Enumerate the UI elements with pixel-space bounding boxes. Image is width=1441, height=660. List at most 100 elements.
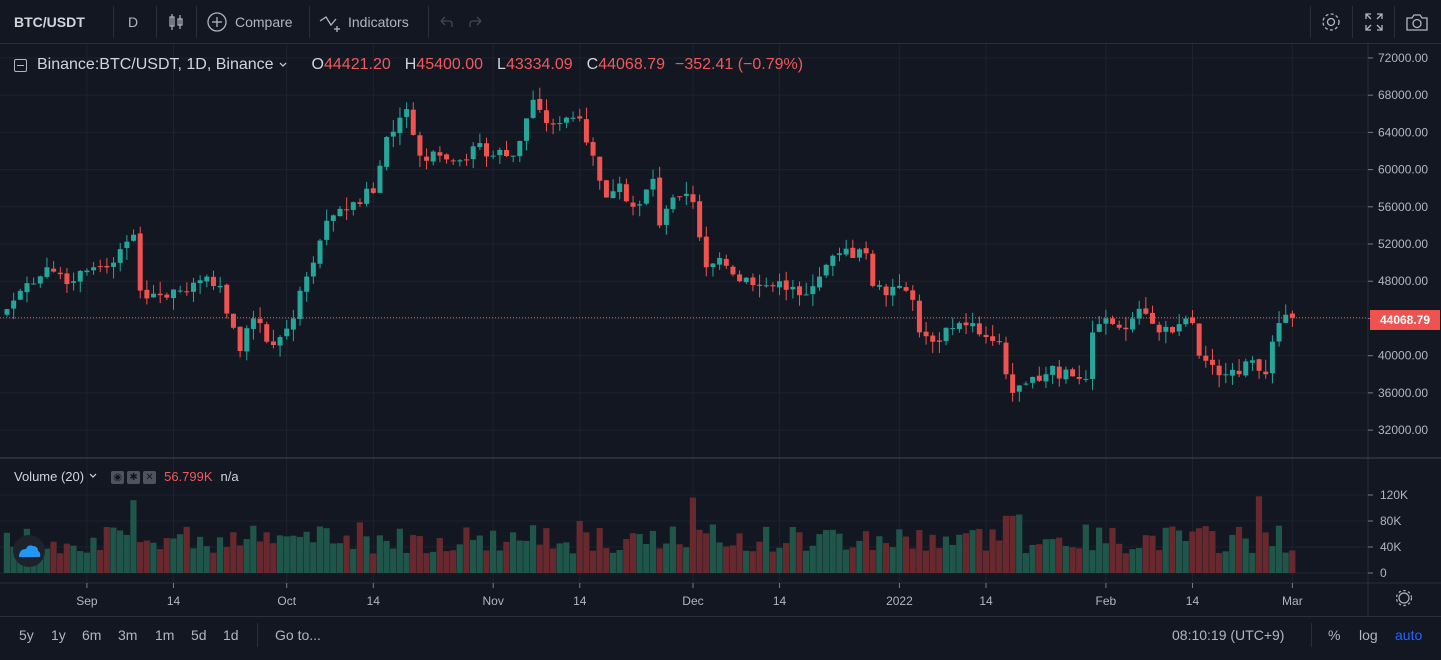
auto-toggle[interactable]: auto (1395, 617, 1422, 653)
candle-body (1283, 314, 1289, 323)
price-axis[interactable]: 72000.00 68000.00 64000.00 60000.00 56000.00… (1368, 51, 1428, 437)
percent-toggle[interactable]: % (1328, 617, 1340, 653)
gear-icon[interactable]: ✱ (127, 471, 141, 484)
candle-body (1023, 383, 1029, 385)
range-1m[interactable]: 1m (155, 617, 174, 653)
range-5d[interactable]: 5d (191, 617, 207, 653)
cloud-logo[interactable] (13, 535, 45, 567)
symbol-label: BTC/USDT (14, 14, 85, 30)
candle-body (270, 341, 276, 346)
goto-button[interactable]: Go to... (275, 617, 321, 653)
candle-body (630, 202, 636, 207)
low-label: L (497, 56, 506, 73)
close-icon[interactable]: ✕ (143, 471, 157, 484)
candle-body (310, 262, 316, 277)
candle-body (1203, 355, 1209, 361)
candle-body (277, 337, 283, 346)
volume-bar (196, 536, 204, 573)
candle-body (1243, 361, 1249, 376)
volume-axis[interactable]: 120K 80K 40K 0 (1368, 488, 1408, 580)
log-toggle[interactable]: log (1359, 617, 1378, 653)
snapshot-button[interactable] (1404, 0, 1430, 44)
volume-bar (203, 546, 210, 573)
candle-body (470, 146, 476, 160)
volume-bar (1096, 527, 1103, 573)
price-tick-label: 56000.00 (1378, 200, 1428, 214)
volume-bar (90, 537, 97, 573)
range-3m[interactable]: 3m (118, 617, 137, 653)
candle-body (1130, 318, 1136, 330)
candle-body (250, 318, 256, 329)
candle-body (1249, 360, 1255, 363)
candle-body (823, 264, 829, 276)
candle-body (890, 286, 896, 296)
candle-body (497, 149, 503, 156)
candle-body (370, 188, 376, 193)
volume-bar (1262, 532, 1269, 573)
settings-button[interactable] (1319, 0, 1343, 44)
range-1d[interactable]: 1d (223, 617, 239, 653)
indicators-button[interactable]: Indicators (318, 0, 409, 44)
candle-body (1223, 374, 1229, 376)
candle-body (1070, 369, 1076, 377)
volume-bar (1222, 551, 1229, 573)
candle-body (44, 267, 50, 277)
volume-bar (962, 533, 970, 573)
candle-body (210, 276, 216, 287)
volume-bar (416, 536, 423, 573)
volume-bar (1189, 531, 1196, 573)
volume-bar (716, 542, 723, 573)
candle-body (1150, 312, 1156, 324)
fullscreen-button[interactable] (1362, 0, 1386, 44)
price-chart[interactable]: 72000.00 68000.00 64000.00 60000.00 56000.00… (0, 44, 1441, 616)
timezone-button[interactable]: 08:10:19 (UTC+9) (1172, 617, 1284, 653)
volume-bar (396, 528, 403, 573)
bottom-toolbar: 5y 1y 6m 3m 1m 5d 1d Go to... 08:10:19 (… (0, 616, 1441, 652)
volume-bar (310, 542, 317, 573)
volume-bar (117, 530, 124, 573)
percent-label: % (1328, 627, 1341, 643)
range-6m[interactable]: 6m (82, 617, 101, 653)
volume-bar (110, 527, 117, 573)
volume-bar (83, 552, 90, 573)
volume-bar (842, 549, 850, 573)
candle-body (743, 277, 749, 283)
symbol-search-button[interactable]: BTC/USDT (14, 0, 85, 44)
volume-bar (942, 536, 950, 573)
volume-bar (1102, 543, 1109, 573)
volume-bar (656, 548, 663, 573)
range-1y[interactable]: 1y (51, 617, 66, 653)
volume-bar (616, 550, 623, 573)
candle-body (597, 156, 603, 181)
chevron-down-icon[interactable] (278, 60, 288, 70)
chart-style-button[interactable] (165, 0, 187, 44)
volume-bar (489, 530, 497, 573)
range-label: 5d (191, 627, 207, 643)
range-label: 6m (82, 627, 102, 643)
compare-button[interactable]: Compare (206, 0, 293, 44)
volume-bar (703, 533, 710, 573)
time-axis-settings-button[interactable] (1395, 589, 1413, 607)
volume-title[interactable]: Volume (20) (14, 468, 85, 484)
time-axis[interactable]: Sep 14 Oct 14 Nov 14 Dec 14 2022 14 Feb 14 Mar (76, 583, 1303, 608)
volume-bar (1155, 550, 1163, 573)
legend-symbol[interactable]: Binance:BTC/USDT, 1D, Binance (37, 56, 274, 73)
redo-button[interactable] (467, 0, 485, 44)
volume-bar (549, 548, 557, 573)
range-5y[interactable]: 5y (19, 617, 34, 653)
eye-icon[interactable]: ◉ (111, 471, 125, 484)
candle-body (204, 276, 210, 282)
volume-bar (576, 521, 583, 573)
candle-body (384, 137, 390, 167)
volume-bar (763, 526, 770, 573)
undo-button[interactable] (437, 0, 455, 44)
chevron-down-icon[interactable] (88, 471, 98, 481)
candle-body (603, 180, 609, 198)
volume-bar (123, 534, 130, 573)
candle-body (883, 286, 889, 296)
collapse-legend-button[interactable] (14, 58, 27, 72)
toolbar-divider (156, 6, 157, 38)
volume-bar (1209, 531, 1216, 573)
candle-body (817, 276, 823, 288)
interval-button[interactable]: D (128, 0, 138, 44)
